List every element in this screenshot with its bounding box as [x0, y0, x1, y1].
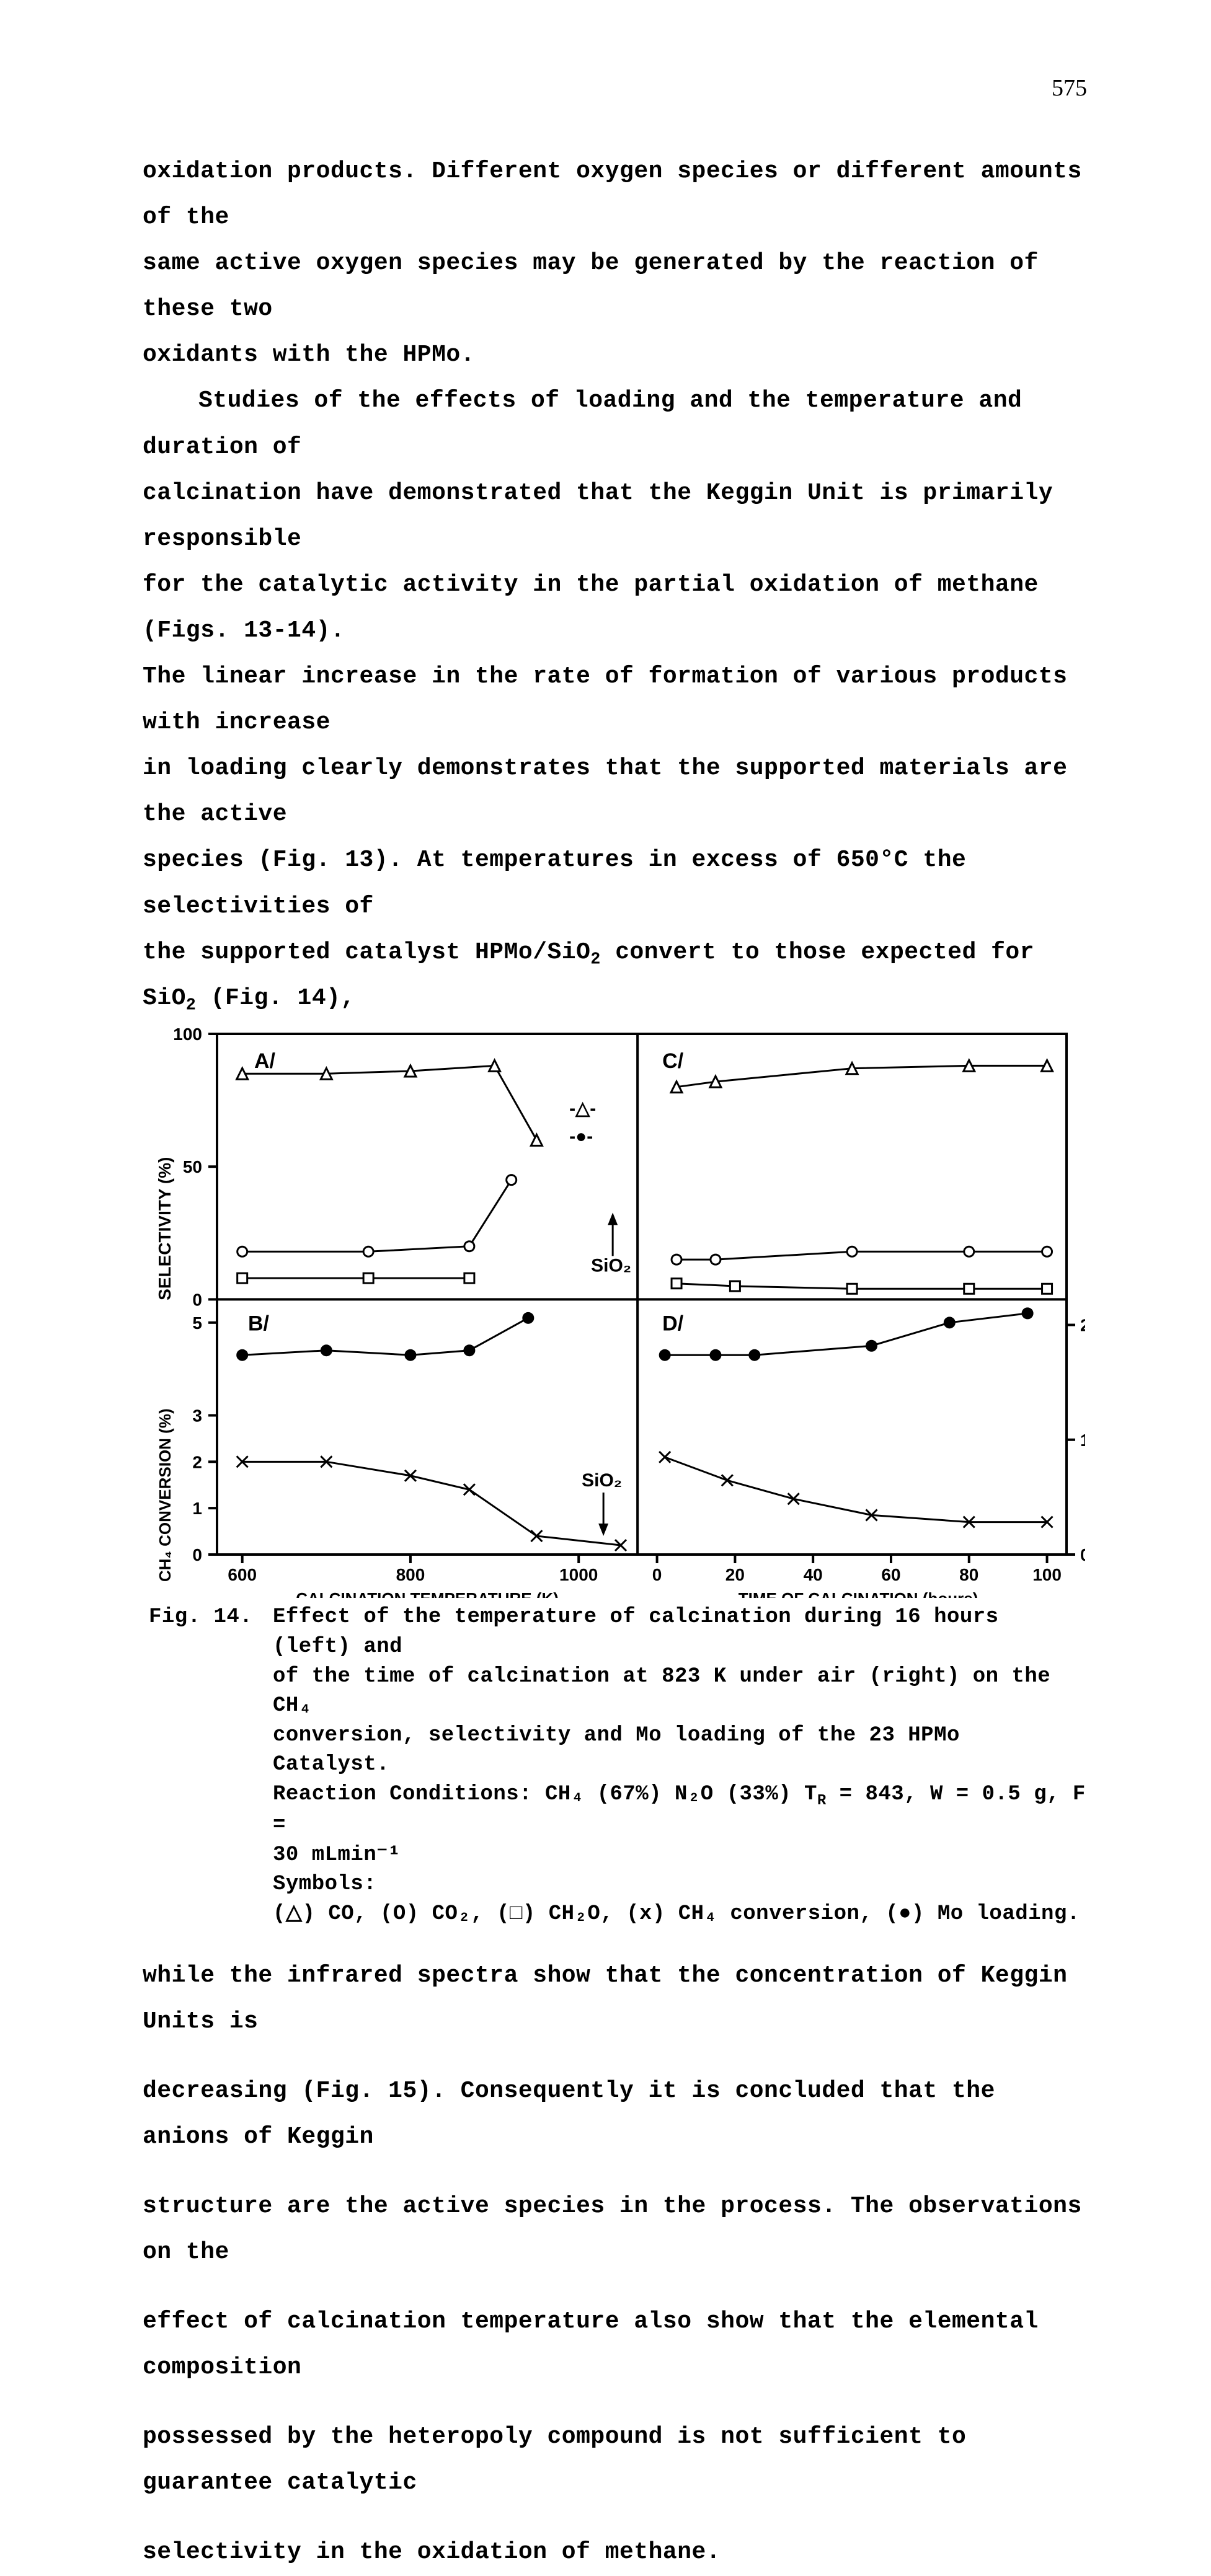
- figure-caption: Fig. 14. Effect of the temperature of ca…: [143, 1603, 1087, 1929]
- svg-text:100: 100: [173, 1028, 202, 1044]
- para2-line: Studies of the effects of loading and th…: [143, 378, 1087, 470]
- page-number: 575: [1052, 74, 1087, 102]
- svg-text:0: 0: [652, 1565, 662, 1584]
- svg-text:100: 100: [1032, 1565, 1062, 1584]
- svg-text:TIME OF CALCINATION (hou: TIME OF CALCINATION (hours): [739, 1589, 978, 1598]
- page: 575 oxidation products. Different oxygen…: [0, 0, 1211, 1767]
- svg-text:1: 1: [192, 1499, 202, 1519]
- para2-line: for the catalytic activity in the partia…: [143, 562, 1087, 654]
- svg-text:A/: A/: [254, 1049, 276, 1073]
- body-text-lower: while the infrared spectra show that the…: [143, 1953, 1087, 2576]
- svg-text:C/: C/: [662, 1049, 684, 1073]
- para3-line: selectivity in the oxidation of methane.: [143, 2530, 1087, 2575]
- figure-caption-text: Effect of the temperature of calcination…: [273, 1603, 1087, 1929]
- svg-text:D/: D/: [662, 1312, 684, 1336]
- svg-text:50: 50: [183, 1158, 202, 1177]
- caption-span: Reaction Conditions: CH₄ (67%) N₂O (33%)…: [273, 1783, 817, 1806]
- para3-line: while the infrared spectra show that the…: [143, 1953, 1087, 2045]
- para2-line: species (Fig. 13). At temperatures in ex…: [143, 837, 1087, 929]
- svg-text:0: 0: [192, 1545, 202, 1564]
- para1-line: oxidants with the HPMo.: [143, 332, 1087, 378]
- svg-text:-●-: -●-: [569, 1126, 593, 1147]
- svg-text:5: 5: [192, 1313, 202, 1333]
- svg-text:SiO₂: SiO₂: [582, 1470, 622, 1491]
- svg-text:20: 20: [1080, 1316, 1085, 1335]
- svg-text:80: 80: [959, 1565, 978, 1584]
- caption-line: Effect of the temperature of calcination…: [273, 1603, 1087, 1662]
- svg-text:0: 0: [1080, 1545, 1085, 1564]
- para2-span: (Fig. 14),: [196, 985, 355, 1012]
- para2-span: the supported catalyst HPMo/SiO: [143, 939, 590, 966]
- body-text-upper: oxidation products. Different oxygen spe…: [143, 149, 1087, 1021]
- svg-text:1000: 1000: [559, 1565, 598, 1584]
- caption-line: of the time of calcination at 823 K unde…: [273, 1662, 1087, 1721]
- svg-text:20: 20: [725, 1565, 745, 1584]
- caption-line: Symbols:: [273, 1870, 1087, 1900]
- figure-label: Fig. 14.: [143, 1603, 273, 1929]
- svg-text:-△-: -△-: [569, 1098, 596, 1119]
- para2-line: calcination have demonstrated that the K…: [143, 470, 1087, 562]
- svg-text:B/: B/: [248, 1312, 270, 1336]
- svg-text:0: 0: [192, 1290, 202, 1310]
- para2-line: The linear increase in the rate of forma…: [143, 654, 1087, 746]
- svg-text:2: 2: [192, 1453, 202, 1472]
- svg-text:CH₄ CONVERSION (%): CH₄ CONVERSION (%): [156, 1409, 174, 1582]
- caption-line: (△) CO, (O) CO₂, (□) CH₂O, (x) CH₄ conve…: [273, 1900, 1087, 1930]
- caption-line: conversion, selectivity and Mo loading o…: [273, 1721, 1087, 1780]
- para3-line: effect of calcination temperature also s…: [143, 2299, 1087, 2391]
- svg-text:3: 3: [192, 1406, 202, 1426]
- figure-14-chart: A/050100SELECTIVITY (%)C/-△--●-SiO₂B/012…: [143, 1028, 1085, 1598]
- caption-line: Reaction Conditions: CH₄ (67%) N₂O (33%)…: [273, 1780, 1087, 1841]
- svg-text:SELECTIVITY (%): SELECTIVITY (%): [155, 1157, 174, 1300]
- para1-line: oxidation products. Different oxygen spe…: [143, 149, 1087, 240]
- para2-line: in loading clearly demonstrates that the…: [143, 746, 1087, 837]
- svg-text:60: 60: [881, 1565, 900, 1584]
- svg-text:SiO₂: SiO₂: [591, 1256, 631, 1276]
- svg-text:10: 10: [1080, 1431, 1085, 1450]
- chart-svg: A/050100SELECTIVITY (%)C/-△--●-SiO₂B/012…: [143, 1028, 1085, 1598]
- para3-line: decreasing (Fig. 15). Consequently it is…: [143, 2068, 1087, 2160]
- para2-line: the supported catalyst HPMo/SiO2 convert…: [143, 930, 1087, 1022]
- caption-line: 30 mLmin⁻¹: [273, 1841, 1087, 1871]
- svg-text:800: 800: [396, 1565, 425, 1584]
- svg-text:CALCINATION TEMPERATURE (K: CALCINATION TEMPERATURE (K): [296, 1589, 559, 1598]
- para1-line: same active oxygen species may be genera…: [143, 240, 1087, 332]
- svg-text:600: 600: [228, 1565, 257, 1584]
- svg-text:40: 40: [804, 1565, 823, 1584]
- para3-line: possessed by the heteropoly compound is …: [143, 2414, 1087, 2506]
- para3-line: structure are the active species in the …: [143, 2184, 1087, 2275]
